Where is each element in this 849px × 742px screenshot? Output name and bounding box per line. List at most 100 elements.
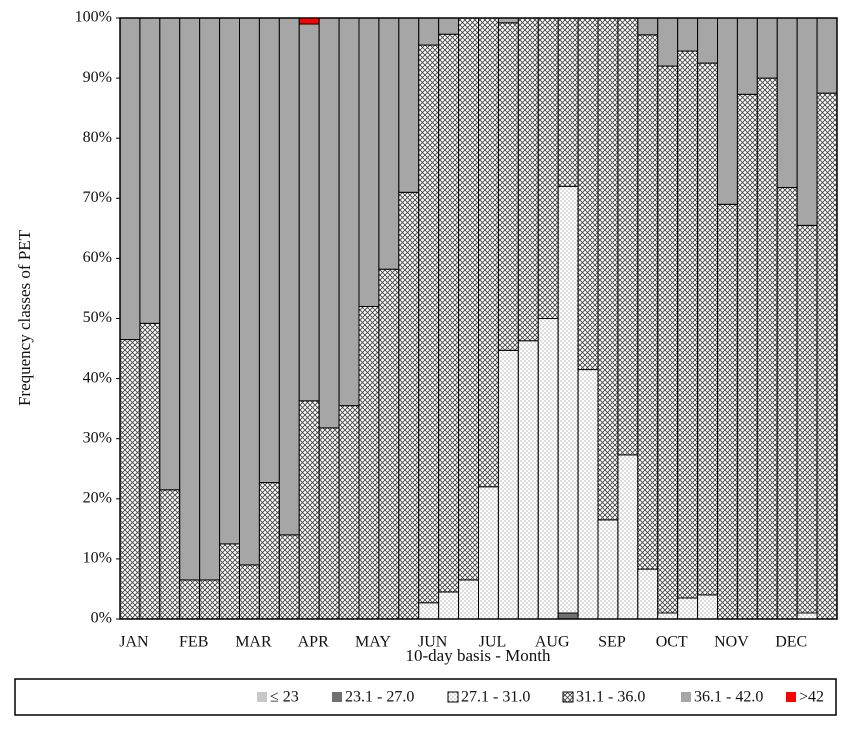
bar-segment	[318, 17, 340, 429]
bar-segment	[617, 454, 639, 620]
bar-segment	[478, 17, 499, 488]
legend-box	[14, 678, 837, 716]
x-tick-label: JUN	[418, 634, 448, 651]
legend-label: 31.1 - 36.0	[576, 689, 645, 706]
bar-segment	[497, 349, 519, 620]
bar-segment	[219, 543, 240, 620]
x-tick-label: OCT	[656, 634, 688, 651]
bar-segment	[677, 17, 699, 52]
bar-segment	[298, 17, 320, 25]
bar-segment	[199, 17, 221, 581]
x-tick-label: APR	[298, 634, 329, 651]
bar-segment	[199, 579, 221, 620]
x-tick-label: AUG	[535, 634, 570, 651]
legend-swatch	[681, 692, 691, 702]
bar-segment	[219, 17, 240, 545]
y-tick-label: 20%	[83, 489, 112, 506]
bar-segment	[577, 369, 599, 620]
bar-segment	[717, 17, 738, 205]
bar-segment	[458, 579, 480, 620]
bar-segment	[159, 17, 181, 491]
y-tick-label: 40%	[83, 369, 112, 386]
bar-segment	[298, 23, 320, 402]
x-tick-label: JUL	[479, 634, 507, 651]
bar-segment	[398, 191, 420, 620]
bar-segment	[657, 612, 679, 620]
bar-segment	[438, 591, 460, 620]
bar-segment	[756, 17, 778, 79]
bar-segment	[796, 224, 818, 614]
bar-segment	[239, 17, 260, 566]
x-tick-label: DEC	[775, 634, 807, 651]
x-tick-label: NOV	[714, 634, 749, 651]
bar-segment	[557, 612, 579, 620]
bar-segment	[258, 482, 280, 620]
bar-segment	[139, 322, 161, 620]
bar-segment	[557, 17, 579, 187]
bar-segment	[517, 340, 539, 620]
bar-segment	[697, 594, 718, 620]
y-tick-label: 100%	[75, 9, 112, 26]
y-axis-label: Frequency classes of PET	[15, 229, 34, 406]
bar-segment	[378, 268, 400, 620]
x-axis-label: 10-day basis - Month	[406, 646, 551, 665]
bar-segment	[736, 93, 758, 620]
bar-segment	[776, 186, 798, 620]
bar-segment	[796, 612, 818, 620]
bar-segment	[577, 17, 599, 371]
bar-segment	[179, 579, 201, 620]
bar-segment	[736, 17, 758, 95]
bar-segment	[298, 400, 320, 620]
bar-segment	[537, 17, 559, 319]
bar-segment	[537, 318, 559, 620]
bar-segment	[338, 17, 360, 407]
bar-segment	[597, 17, 619, 521]
legend-swatch	[447, 691, 459, 703]
y-tick-label: 60%	[83, 249, 112, 266]
x-tick-label: MAY	[355, 634, 391, 651]
bar-segment	[816, 92, 838, 620]
bar-segment	[438, 33, 460, 593]
legend-label: 36.1 - 42.0	[694, 689, 763, 706]
legend-label: 27.1 - 31.0	[461, 689, 530, 706]
bar-segment	[796, 17, 818, 226]
bar-segment	[418, 44, 440, 604]
bar-segment	[139, 17, 161, 324]
bar-segment	[677, 50, 699, 599]
bar-segment	[816, 17, 838, 94]
legend-swatch	[257, 692, 267, 702]
bar-segment	[617, 17, 639, 456]
bar-segment	[497, 22, 519, 351]
x-tick-label: FEB	[179, 634, 208, 651]
bar-segment	[258, 17, 280, 484]
bar-segment	[637, 568, 659, 620]
y-tick-label: 50%	[83, 309, 112, 326]
bar-segment	[358, 305, 380, 620]
bar-segment	[239, 564, 260, 620]
bar-segment	[597, 519, 619, 620]
legend-label: 23.1 - 27.0	[345, 689, 414, 706]
bar-segment	[756, 77, 778, 620]
bar-segment	[278, 17, 300, 536]
legend-swatch	[786, 692, 796, 702]
bar-segment	[438, 17, 460, 35]
bar-segment	[458, 17, 480, 581]
bar-segment	[159, 489, 181, 620]
bar-segment	[179, 17, 201, 581]
bar-segment	[657, 65, 679, 614]
y-tick-label: 0%	[91, 610, 112, 627]
legend-swatch	[332, 692, 342, 702]
y-tick-label: 30%	[83, 429, 112, 446]
bar-segment	[119, 339, 141, 620]
x-tick-label: SEP	[598, 634, 626, 651]
legend-swatch	[562, 691, 574, 703]
bar-segment	[318, 427, 340, 620]
y-tick-label: 80%	[83, 129, 112, 146]
x-tick-label: MAR	[235, 634, 272, 651]
bar-segment	[657, 17, 679, 67]
plot-border	[119, 17, 838, 620]
bar-segment	[697, 17, 718, 64]
bar-segment	[517, 17, 539, 342]
y-tick-label: 70%	[83, 189, 112, 206]
